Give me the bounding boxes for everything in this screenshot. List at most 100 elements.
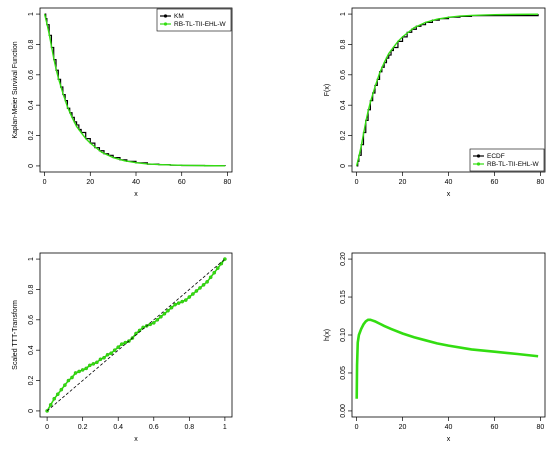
data-point — [215, 266, 220, 270]
y-tick-label: 0.2 — [28, 131, 35, 141]
series-line — [46, 258, 226, 412]
y-tick-label: 0.6 — [340, 70, 347, 80]
data-point — [109, 351, 113, 356]
x-tick-label: 20 — [86, 179, 94, 186]
y-tick-label: 0.8 — [28, 284, 35, 294]
x-tick-label: 80 — [537, 179, 545, 186]
legend-marker — [476, 162, 481, 166]
y-axis-title: Scaled TTT-Transform — [12, 300, 19, 370]
y-tick-label: 0.20 — [340, 252, 347, 266]
x-tick-label: 0.4 — [113, 424, 123, 431]
y-axis-title: F(x) — [324, 84, 331, 96]
data-point — [102, 355, 106, 360]
data-point — [194, 289, 199, 293]
data-point — [187, 295, 192, 299]
legend-marker — [163, 22, 168, 26]
data-point — [112, 348, 117, 352]
panel-top-right: 0 20 40 60 80 0 0.2 0.4 0.6 0.8 1 x F(x) ECDFRB-TL-TI… — [324, 7, 546, 198]
data-point — [176, 301, 181, 305]
legend-label: RB-TL-TII-EHL-W — [174, 21, 227, 28]
legend-marker — [163, 14, 168, 18]
data-point — [87, 363, 92, 368]
series-line — [356, 14, 539, 167]
y-tick-label: 0.6 — [28, 70, 35, 80]
y-tick-label: 0.4 — [28, 345, 35, 355]
x-tick-label: 0.2 — [78, 424, 88, 431]
data-point — [63, 383, 67, 387]
y-tick-label: 1 — [340, 12, 347, 16]
y-tick-label: 0.2 — [28, 376, 35, 386]
x-tick-label: 80 — [537, 424, 545, 431]
panel-bottom-left: 0 0.2 0.4 0.6 0.8 1 0 0.2 0.4 0.6 0.8 1 x Scaled TTT-… — [12, 252, 233, 443]
x-tick-label: 0 — [355, 424, 359, 431]
data-point — [119, 342, 124, 346]
y-tick-label: 0.6 — [28, 315, 35, 325]
data-point — [205, 280, 209, 284]
data-point — [162, 311, 167, 316]
series-line — [44, 13, 226, 167]
x-tick-label: 0 — [355, 179, 359, 186]
data-point — [166, 308, 170, 313]
x-tick-label: 60 — [491, 179, 499, 186]
y-tick-label: 0.8 — [340, 39, 347, 49]
data-point — [48, 403, 53, 407]
x-axis-title: x — [134, 436, 138, 443]
data-point — [70, 375, 74, 380]
x-tick-label: 0 — [45, 424, 49, 431]
data-point — [116, 345, 121, 349]
plot-frame — [39, 7, 233, 173]
x-tick-label: 0 — [43, 179, 47, 186]
y-tick-label: 0.2 — [340, 131, 347, 141]
data-point — [59, 387, 64, 392]
y-tick-label: 0 — [28, 409, 35, 413]
legend-box — [469, 148, 545, 172]
y-tick-label: 0 — [28, 164, 35, 168]
plot-frame — [39, 252, 233, 418]
data-point — [208, 275, 213, 280]
legend-label: RB-TL-TII-EHL-W — [487, 161, 540, 168]
data-point — [98, 357, 103, 362]
x-tick-label: 40 — [445, 424, 453, 431]
panel-bottom-right: 0 20 40 60 80 0.00 0.05 0.10 0.15 0.20 x h(x) — [324, 252, 546, 443]
data-point — [173, 302, 177, 307]
y-axis-title: Kaplan-Meier Survival Function — [12, 41, 19, 138]
x-tick-label: 0.6 — [149, 424, 159, 431]
data-point — [73, 371, 78, 375]
x-tick-label: 20 — [399, 424, 407, 431]
x-tick-label: 1 — [223, 424, 227, 431]
x-axis-title: x — [134, 191, 138, 198]
plot-frame — [351, 252, 546, 418]
data-point — [66, 378, 71, 383]
y-tick-label: 0.00 — [340, 404, 347, 418]
data-point — [212, 270, 217, 275]
y-tick-label: 0.4 — [340, 100, 347, 110]
x-tick-label: 60 — [491, 424, 499, 431]
series-line — [355, 13, 539, 167]
x-tick-label: 0.8 — [184, 424, 194, 431]
data-point — [95, 360, 99, 365]
panel-top-left: 0 20 40 60 80 0 0.2 0.4 0.6 0.8 1 x Kaplan-Meier Sur… — [12, 7, 233, 198]
data-point — [198, 286, 202, 290]
data-point — [55, 392, 60, 397]
legend-label: KM — [174, 13, 184, 20]
data-point — [183, 298, 188, 302]
x-tick-label: 40 — [445, 179, 453, 186]
data-point — [80, 368, 85, 372]
data-point — [52, 396, 57, 401]
data-point — [123, 340, 128, 345]
legend-label: ECDF — [487, 153, 505, 160]
y-tick-label: 1 — [28, 257, 35, 261]
data-point — [201, 283, 206, 287]
data-point — [191, 292, 195, 296]
legend-marker — [476, 154, 481, 158]
data-point — [169, 305, 174, 310]
data-point — [84, 366, 89, 371]
x-axis-title: x — [447, 436, 451, 443]
data-point — [91, 362, 96, 366]
y-axis-title: h(x) — [324, 329, 331, 341]
data-point — [155, 318, 160, 322]
y-tick-label: 0.4 — [28, 100, 35, 110]
y-tick-label: 0.8 — [28, 39, 35, 49]
